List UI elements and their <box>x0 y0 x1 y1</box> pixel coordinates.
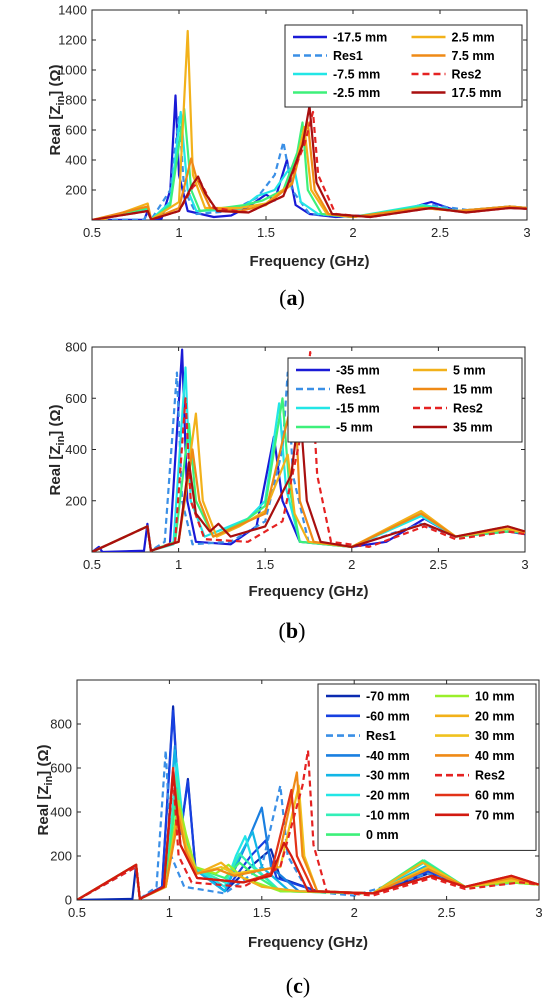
legend-entry-label: 35 mm <box>453 421 493 435</box>
legend-entry-label: 15 mm <box>453 383 493 397</box>
panel-label-b: (b) <box>278 618 306 643</box>
chart-panel-3: 0.5 1 1.5 2 2.5 3 0 200 400 600 800 Frequency (GHz)… <box>35 679 543 951</box>
legend-entry-label: -7.5 mm <box>333 68 380 82</box>
series-line-35-mm <box>92 404 525 552</box>
legend-entry-label: -35 mm <box>336 364 380 378</box>
series-group <box>92 348 525 552</box>
chart-panel-2: 0.5 1 1.5 2 2.5 3 200 400 600 800 Frequency (GHz) R… <box>47 340 529 601</box>
legend-entry-label: 7.5 mm <box>452 49 495 63</box>
x-tick-label: 2.5 <box>438 905 456 920</box>
legend-entry-label: -17.5 mm <box>333 31 387 45</box>
legend-entry-label: 40 mm <box>475 749 515 763</box>
x-tick-label: 1 <box>175 557 182 572</box>
legend-entry-label: 30 mm <box>475 729 515 743</box>
x-tick-label: 0.5 <box>83 557 101 572</box>
legend-entry-label: 20 mm <box>475 709 515 723</box>
x-tick-label: 0.5 <box>68 905 86 920</box>
legend-entry-label: -10 mm <box>366 808 410 822</box>
legend-entry-label: Res1 <box>366 729 396 743</box>
legend: -17.5 mm Res1 -7.5 mm -2.5 mm 2.5 mm 7.5 mm Re… <box>284 24 523 108</box>
panel-label-a: (a) <box>279 285 305 310</box>
y-tick-label: 400 <box>65 153 87 168</box>
y-tick-label: 600 <box>65 391 87 406</box>
x-axis-label: Frequency (GHz) <box>248 934 368 951</box>
x-tick-label: 2 <box>348 557 355 572</box>
x-tick-label: 1 <box>175 225 182 240</box>
y-tick-label: 600 <box>50 761 72 776</box>
legend-entry-label: 10 mm <box>475 690 515 704</box>
legend-entry-label: -5 mm <box>336 421 373 435</box>
legend-entry-label: 0 mm <box>366 828 399 842</box>
y-axis-label: Real [Zin] (Ω) <box>47 65 67 156</box>
series-line-17.5-mm <box>92 104 527 220</box>
y-tick-label: 200 <box>65 183 87 198</box>
y-tick-label: 800 <box>50 717 72 732</box>
x-tick-label: 1.5 <box>253 905 271 920</box>
x-tick-label: 3 <box>535 905 542 920</box>
legend-entry-label: 2.5 mm <box>452 31 495 45</box>
legend-entry-label: Res1 <box>336 383 366 397</box>
legend-entry-label: -20 mm <box>366 789 410 803</box>
x-axis-label: Frequency (GHz) <box>249 253 369 270</box>
legend-entry-label: Res2 <box>452 68 482 82</box>
x-axis-label: Frequency (GHz) <box>248 583 368 600</box>
legend-entry-label: Res2 <box>453 402 483 416</box>
y-tick-label: 800 <box>65 93 87 108</box>
x-tick-label: 2.5 <box>429 557 447 572</box>
legend-entry-label: -2.5 mm <box>333 86 380 100</box>
y-tick-label: 1000 <box>58 63 87 78</box>
series-line-res1 <box>92 113 527 220</box>
y-tick-label: 600 <box>65 123 87 138</box>
x-tick-label: 1 <box>166 905 173 920</box>
y-axis-label: Real [Zin] (Ω) <box>35 745 55 836</box>
x-tick-label: 1.5 <box>256 557 274 572</box>
legend-entry-label: 70 mm <box>475 808 515 822</box>
legend: -35 mm Res1 -15 mm -5 mm 5 mm 15 mm Res2 35 mm <box>287 357 523 443</box>
y-tick-label: 200 <box>50 849 72 864</box>
y-tick-label: 400 <box>65 442 87 457</box>
x-tick-label: 0.5 <box>83 225 101 240</box>
chart-panel-1: 0.5 1 1.5 2 2.5 3 200 400 600 800 1000 1200 1400 Freq… <box>47 3 531 271</box>
legend-entry-label: Res1 <box>333 49 363 63</box>
series-group <box>77 705 539 900</box>
legend-entry-label: 17.5 mm <box>452 86 502 100</box>
x-tick-label: 2.5 <box>431 225 449 240</box>
legend-box <box>317 683 537 851</box>
legend-entry-label: Res2 <box>475 769 505 783</box>
y-tick-label: 800 <box>65 340 87 355</box>
legend-entry-label: -30 mm <box>366 769 410 783</box>
panel-label-c: (c) <box>285 973 311 998</box>
legend: -70 mm -60 mm Res1 -40 mm -30 mm -20 mm -10 mm… <box>317 683 537 851</box>
x-tick-label: 2 <box>349 225 356 240</box>
y-tick-label: 1200 <box>58 33 87 48</box>
series-line-res2 <box>92 351 525 552</box>
legend-entry-label: -15 mm <box>336 402 380 416</box>
x-tick-label: 3 <box>521 557 528 572</box>
y-tick-label: 1400 <box>58 3 87 18</box>
legend-entry-label: 60 mm <box>475 789 515 803</box>
legend-entry-label: 5 mm <box>453 364 486 378</box>
series-line-70-mm <box>77 771 539 900</box>
x-tick-label: 1.5 <box>257 225 275 240</box>
legend-entry-label: -40 mm <box>366 749 410 763</box>
legend-entry-label: -60 mm <box>366 709 410 723</box>
y-tick-label: 400 <box>50 805 72 820</box>
y-tick-label: 200 <box>65 493 87 508</box>
legend-entry-label: -70 mm <box>366 690 410 704</box>
y-tick-label: 0 <box>65 893 72 908</box>
y-axis-label: Real [Zin] (Ω) <box>47 405 67 496</box>
series-group <box>92 29 527 220</box>
x-tick-label: 2 <box>351 905 358 920</box>
x-tick-label: 3 <box>523 225 530 240</box>
